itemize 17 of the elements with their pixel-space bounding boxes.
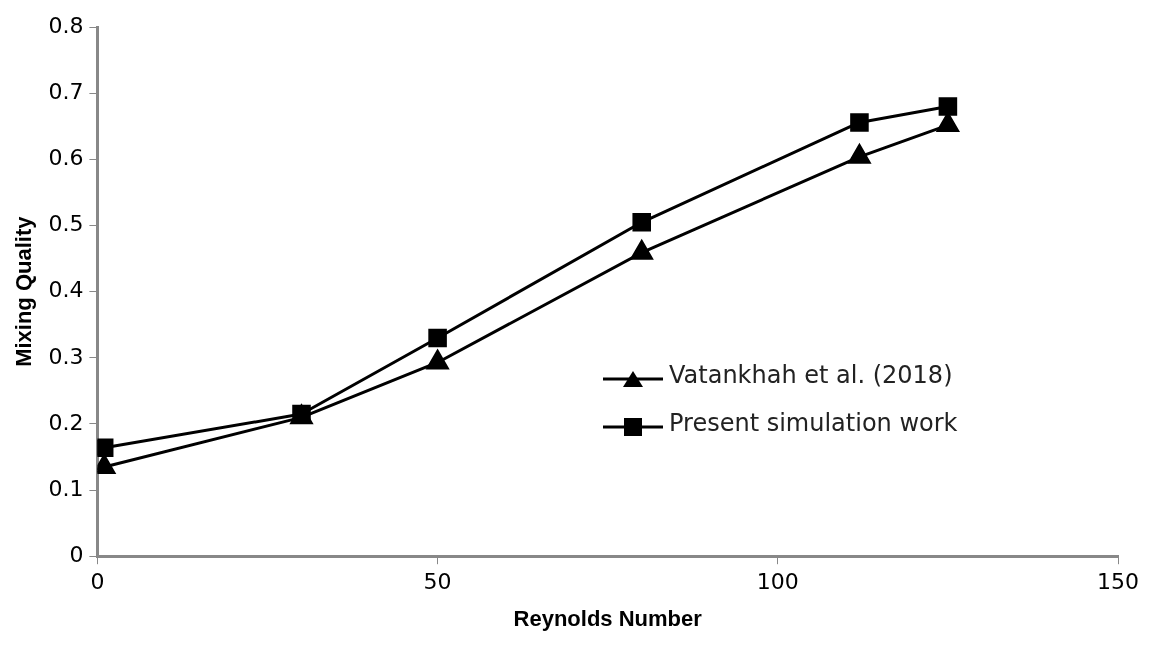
y-tick-label: 0.5 xyxy=(48,211,84,237)
legend-label: Present simulation work xyxy=(669,408,959,439)
x-tick-label: 0 xyxy=(90,569,105,595)
y-tick-label: 0.4 xyxy=(48,277,84,303)
y-tick-label: 0.7 xyxy=(48,79,84,105)
y-tick-label: 0.6 xyxy=(48,145,84,171)
x-tick-label: 50 xyxy=(423,569,452,595)
x-axis-title: Reynolds Number xyxy=(513,605,703,631)
y-tick-label: 0 xyxy=(69,541,84,567)
y-tick-label: 0.3 xyxy=(48,343,84,369)
y-axis-title: Mixing Quality xyxy=(11,215,37,367)
x-tick-label: 100 xyxy=(756,569,799,595)
x-tick-label: 150 xyxy=(1097,569,1139,595)
y-tick-label: 0.1 xyxy=(48,475,84,501)
y-tick-label: 0.2 xyxy=(48,409,84,435)
y-tick-label: 0.8 xyxy=(48,12,84,38)
legend-label: Vatankhah et al. (2018) xyxy=(669,360,954,391)
